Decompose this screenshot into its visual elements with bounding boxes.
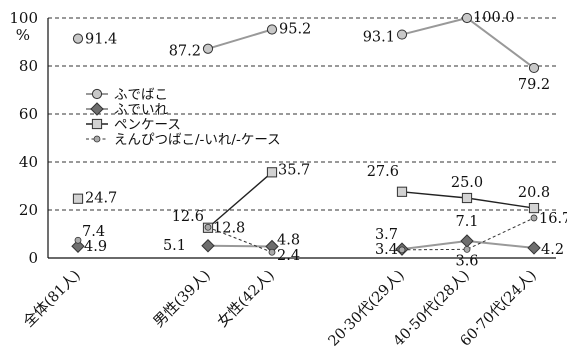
data-label: 2.4 <box>277 248 300 264</box>
data-point <box>461 192 473 204</box>
category-label: 男性(39人) <box>150 267 214 331</box>
legend-marker <box>93 135 101 143</box>
data-point <box>460 234 474 248</box>
data-label: 100.0 <box>473 10 515 26</box>
data-label: 24.7 <box>85 191 117 207</box>
legend-marker <box>91 88 103 100</box>
data-label: 95.2 <box>279 22 311 38</box>
y-tick-label: 0 <box>28 249 38 267</box>
category-label: 全体(81人) <box>19 266 84 331</box>
data-label: 5.1 <box>163 238 186 254</box>
data-label: 12.8 <box>213 220 245 236</box>
data-point <box>527 241 541 255</box>
y-tick-label: 80 <box>19 57 38 75</box>
data-point <box>461 12 473 24</box>
data-point <box>528 202 540 214</box>
data-label: 20.8 <box>518 185 550 201</box>
data-label: 4.2 <box>541 242 564 258</box>
data-point <box>530 214 538 222</box>
data-point <box>266 24 278 35</box>
data-label: 4.8 <box>277 232 300 248</box>
data-point <box>201 239 215 253</box>
data-point <box>266 167 278 178</box>
series-line-3 <box>207 226 273 253</box>
series-line-1 <box>207 244 273 248</box>
data-point <box>396 29 408 40</box>
data-label: 27.6 <box>367 164 399 180</box>
data-point <box>72 193 84 204</box>
data-point <box>71 239 85 253</box>
data-point <box>396 186 408 197</box>
y-tick-label: 20 <box>19 201 38 219</box>
legend-label: ふでばこ <box>114 87 168 103</box>
data-label: 91.4 <box>85 32 117 48</box>
data-point <box>72 33 84 44</box>
data-point <box>74 236 82 244</box>
data-label: 12.6 <box>172 209 204 225</box>
legend-label: ふでいれ <box>114 102 168 118</box>
y-unit-label: % <box>16 26 30 44</box>
data-point <box>528 62 540 74</box>
data-point <box>202 43 214 54</box>
category-label: 女性(42人) <box>213 266 278 331</box>
data-label: 35.7 <box>278 162 310 178</box>
data-label: 93.1 <box>363 30 395 46</box>
data-label: 4.9 <box>84 239 107 255</box>
legend-label: えんぴつばこ/-いれ/-ケース <box>114 132 281 148</box>
data-point <box>463 245 471 253</box>
series-line-0 <box>207 28 273 50</box>
data-label: 79.2 <box>518 77 550 93</box>
y-tick-label: 100 <box>9 9 38 27</box>
legend-label: ペンケース <box>114 117 181 133</box>
legend-marker <box>91 118 103 130</box>
legend-marker <box>90 102 104 116</box>
data-point <box>204 223 212 231</box>
data-label: 7.4 <box>82 224 105 240</box>
data-label: 25.0 <box>451 175 483 191</box>
data-label: 3.7 <box>375 227 398 243</box>
data-point <box>268 248 276 256</box>
data-label: 16.7 <box>539 211 567 227</box>
y-tick-label: 40 <box>19 153 38 171</box>
y-tick-label: 60 <box>19 105 38 123</box>
data-point <box>398 246 406 254</box>
data-label: 3.6 <box>455 253 478 269</box>
data-label: 3.4 <box>375 242 398 258</box>
series-line-2 <box>207 171 273 229</box>
data-label: 87.2 <box>169 44 201 60</box>
data-label: 7.1 <box>455 214 478 230</box>
